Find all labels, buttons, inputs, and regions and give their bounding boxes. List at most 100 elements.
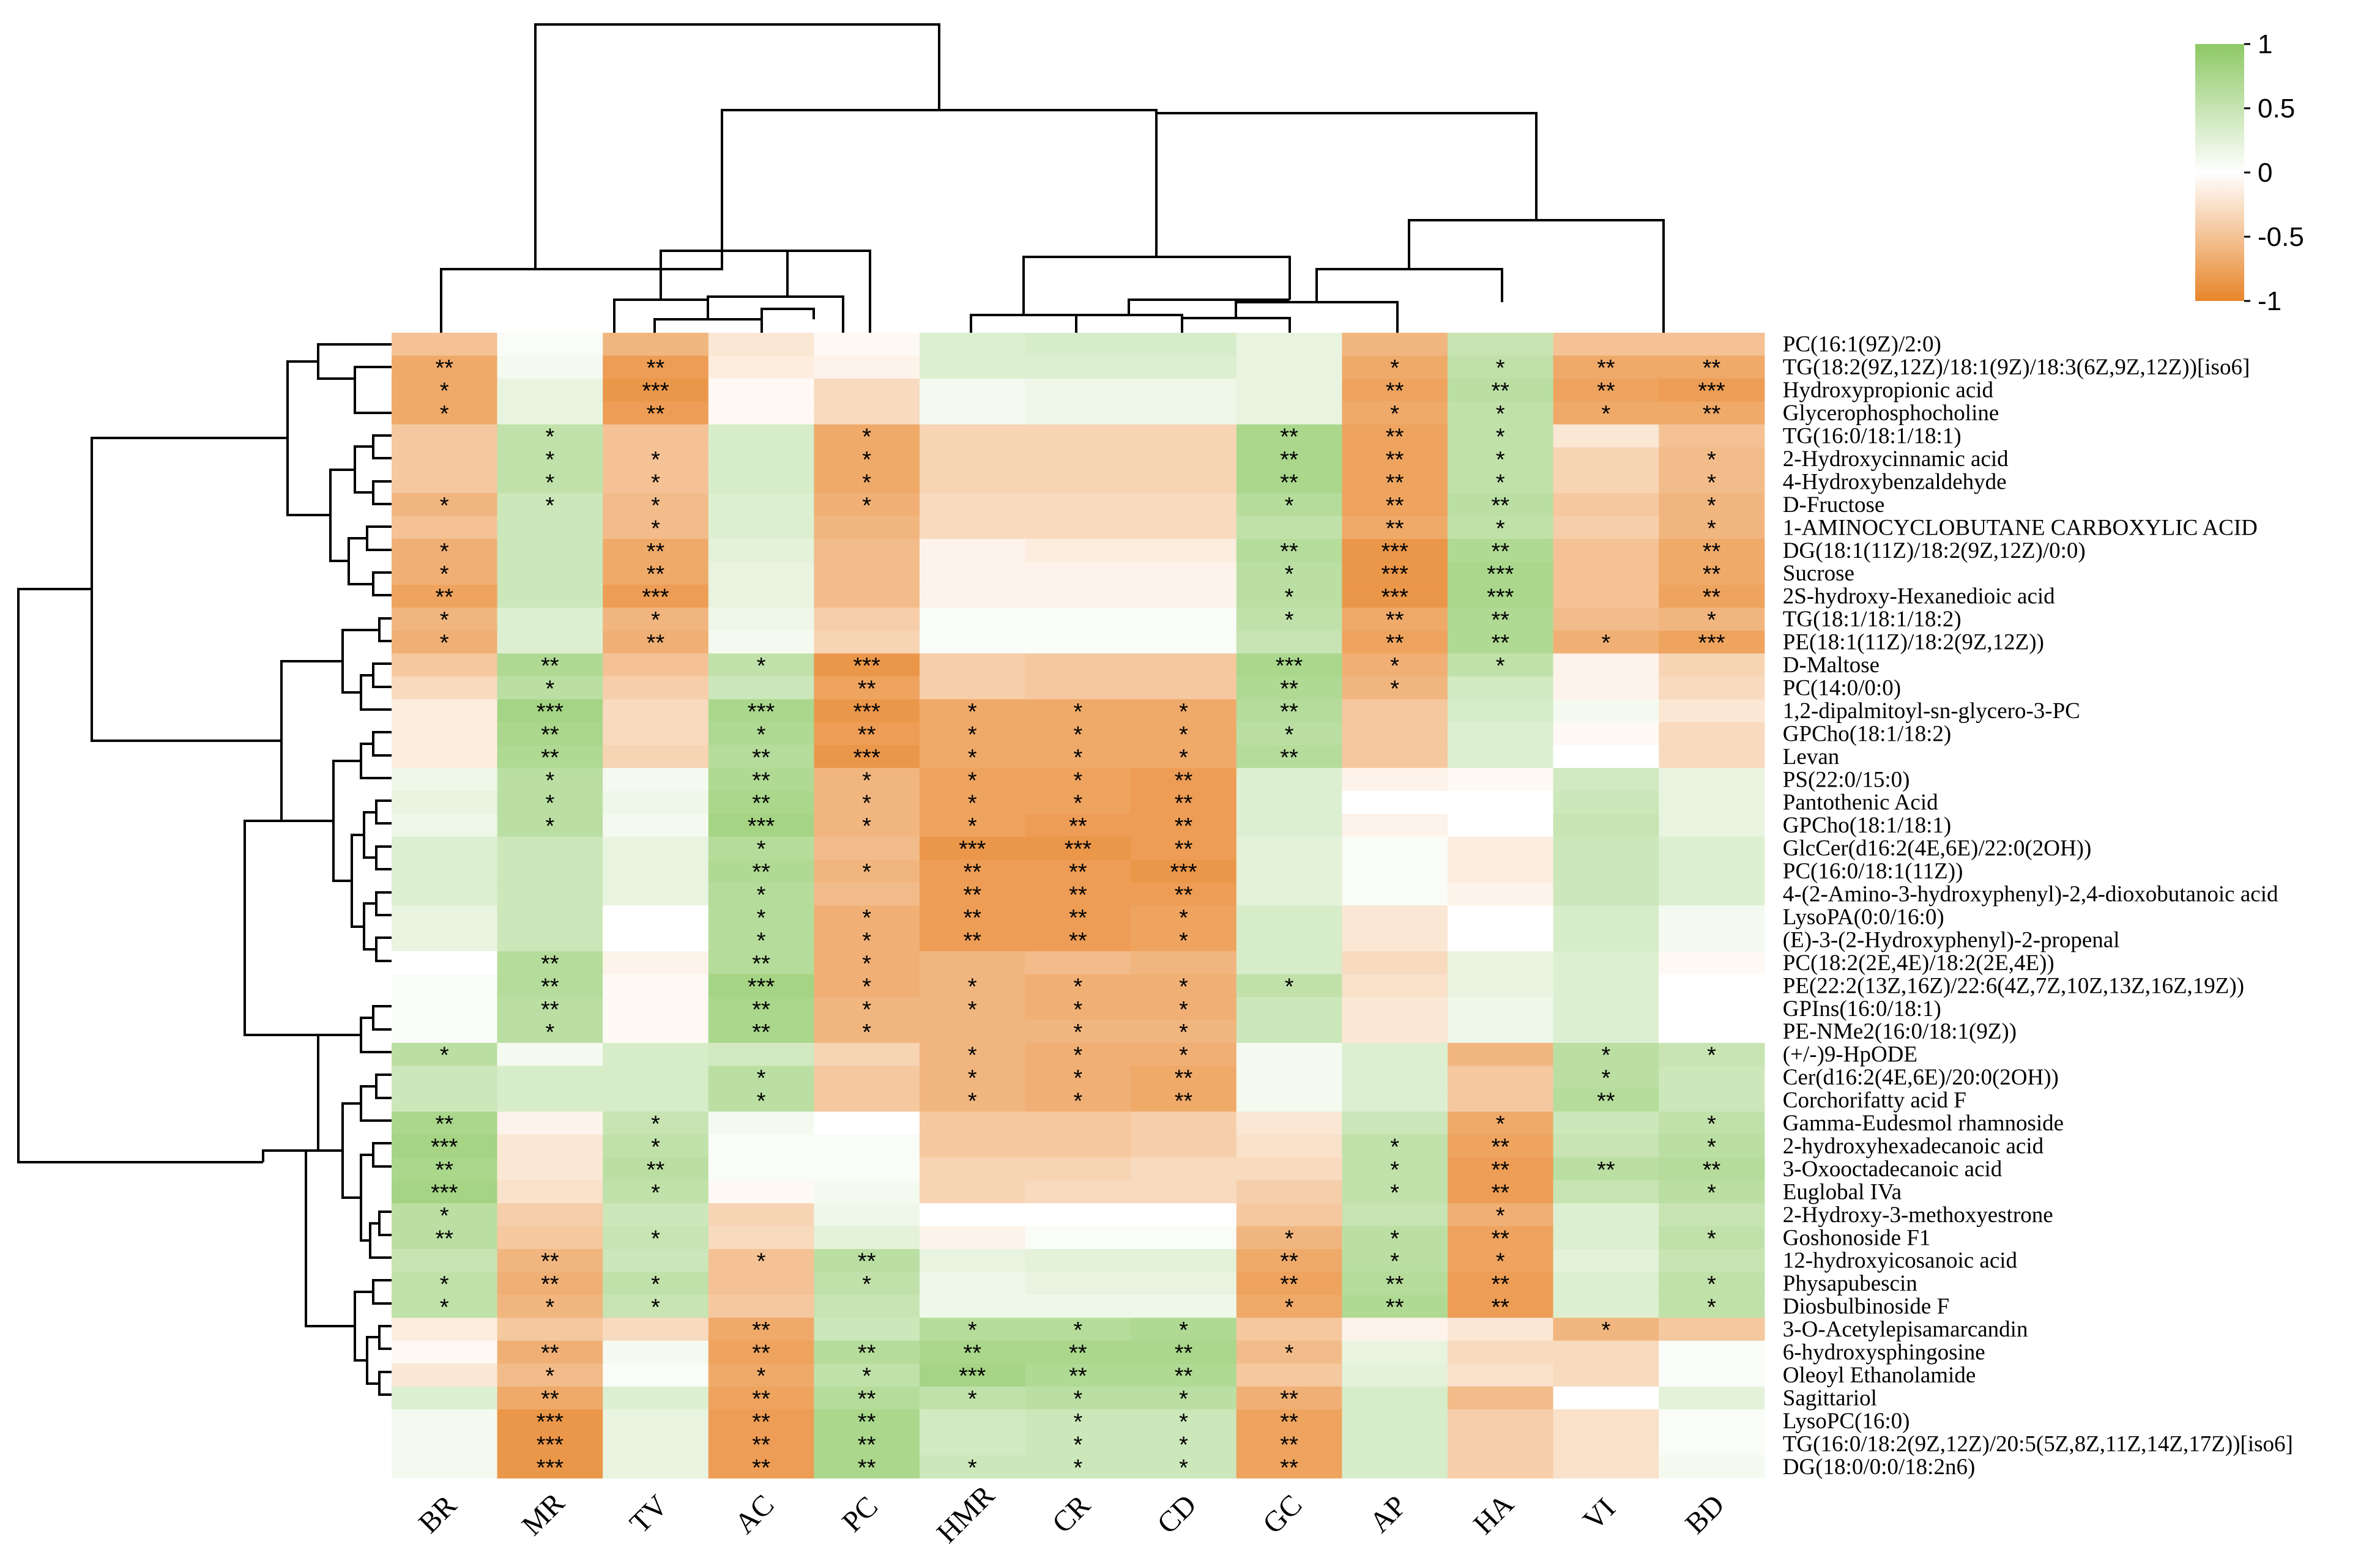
heatmap-cell xyxy=(1342,997,1448,1021)
significance-mark: ** xyxy=(1386,470,1404,495)
significance-mark: ** xyxy=(1492,1272,1510,1297)
heatmap-cell xyxy=(1659,333,1765,357)
heatmap-cell xyxy=(1025,333,1131,357)
heatmap-cell xyxy=(920,1042,1026,1066)
significance-mark: * xyxy=(1390,1134,1399,1160)
heatmap-cell xyxy=(1131,836,1237,860)
significance-mark: * xyxy=(440,539,449,565)
significance-mark: * xyxy=(1602,1066,1611,1091)
heatmap-cell xyxy=(920,1020,1026,1044)
heatmap-cell xyxy=(1659,1020,1765,1044)
heatmap-cell xyxy=(708,424,814,448)
significance-mark: * xyxy=(1285,1295,1294,1321)
heatmap-cell xyxy=(1131,1066,1237,1089)
significance-mark: ** xyxy=(647,539,665,565)
heatmap-cell xyxy=(1553,699,1659,723)
legend-tick-label: -0.5 xyxy=(2258,222,2304,252)
significance-mark: * xyxy=(651,1111,660,1137)
heatmap-cell xyxy=(814,836,920,860)
heatmap-cell xyxy=(1659,1409,1765,1433)
heatmap-cell xyxy=(708,470,814,494)
column-label: TV xyxy=(623,1489,674,1540)
heatmap-cell xyxy=(1448,974,1554,998)
heatmap-cell xyxy=(1236,470,1342,494)
heatmap-cell xyxy=(1131,1249,1237,1273)
heatmap-cell xyxy=(603,401,709,425)
heatmap-cell xyxy=(1448,1203,1554,1227)
heatmap-cell xyxy=(603,516,709,539)
heatmap-cell xyxy=(708,1020,814,1044)
heatmap-cell xyxy=(1659,836,1765,860)
significance-mark: ** xyxy=(541,1341,559,1366)
heatmap-cell xyxy=(708,859,814,883)
significance-mark: *** xyxy=(642,379,669,404)
heatmap-cell xyxy=(1131,745,1237,769)
row-label: PS(22:0/15:0) xyxy=(1783,767,1910,792)
heatmap-cell xyxy=(1553,584,1659,608)
heatmap-cell xyxy=(1553,1409,1659,1433)
significance-mark: ** xyxy=(1492,379,1510,404)
heatmap-cell xyxy=(497,1272,603,1296)
heatmap-cell xyxy=(497,1134,603,1158)
significance-mark: * xyxy=(440,631,449,656)
significance-mark: *** xyxy=(748,974,775,999)
significance-mark: * xyxy=(757,905,766,931)
heatmap-cell xyxy=(1025,1180,1131,1204)
heatmap-cell xyxy=(497,516,603,539)
heatmap-cell xyxy=(392,974,498,998)
heatmap-cell xyxy=(1659,653,1765,677)
heatmap-cell xyxy=(497,745,603,769)
heatmap-cell xyxy=(1659,584,1765,608)
row-label: Gamma-Eudesmol rhamnoside xyxy=(1783,1111,2064,1136)
significance-mark: * xyxy=(862,1363,871,1389)
heatmap-cell xyxy=(603,1042,709,1066)
significance-mark: *** xyxy=(853,653,881,679)
significance-mark: * xyxy=(862,425,871,450)
heatmap-cell xyxy=(392,745,498,769)
heatmap-cell xyxy=(1236,653,1342,677)
heatmap-cell xyxy=(1236,630,1342,654)
heatmap-cell xyxy=(1342,562,1448,585)
heatmap-cell xyxy=(920,1088,1026,1112)
significance-mark: * xyxy=(1074,1020,1083,1045)
heatmap-cell xyxy=(1236,333,1342,357)
heatmap-cell xyxy=(1236,1042,1342,1066)
heatmap-cell xyxy=(1553,951,1659,975)
heatmap-cell xyxy=(1448,1294,1554,1318)
significance-mark: * xyxy=(1390,401,1399,427)
significance-mark: ** xyxy=(1492,493,1510,519)
significance-mark: * xyxy=(546,768,555,793)
row-label: GPIns(16:0/18:1) xyxy=(1783,996,1941,1022)
heatmap-cell xyxy=(1659,1226,1765,1250)
heatmap-cell xyxy=(814,447,920,471)
significance-mark: * xyxy=(862,791,871,817)
row-label: TG(18:1/18:1/18:2) xyxy=(1783,607,1962,632)
row-label: (+/-)9-HpODE xyxy=(1783,1042,1917,1067)
heatmap-cell xyxy=(1131,1363,1237,1387)
significance-mark: ** xyxy=(1597,1157,1615,1183)
heatmap-cell xyxy=(1131,653,1237,677)
heatmap-cell xyxy=(1659,562,1765,585)
row-label: Diosbulbinoside F xyxy=(1783,1294,1949,1319)
heatmap-cell xyxy=(814,355,920,379)
heatmap-cell xyxy=(920,951,1026,975)
significance-mark: * xyxy=(1074,1089,1083,1114)
heatmap-cell xyxy=(1025,1042,1131,1066)
significance-mark: * xyxy=(968,1455,977,1481)
legend-tick-label: 1 xyxy=(2258,29,2272,59)
significance-mark: * xyxy=(1179,699,1188,725)
significance-mark: * xyxy=(1707,516,1716,541)
significance-mark: ** xyxy=(1280,699,1298,725)
heatmap-cell xyxy=(1553,539,1659,563)
row-label: Cer(d16:2(4E,6E)/20:0(2OH)) xyxy=(1783,1065,2059,1090)
significance-mark: ** xyxy=(436,1157,454,1183)
heatmap-cell xyxy=(1342,1203,1448,1227)
heatmap-cell xyxy=(497,584,603,608)
heatmap-cell xyxy=(1659,1180,1765,1204)
significance-mark: * xyxy=(1390,653,1399,679)
heatmap-cell xyxy=(1342,1455,1448,1479)
heatmap-cell xyxy=(1025,836,1131,860)
heatmap-cell xyxy=(1131,974,1237,998)
significance-mark: * xyxy=(1179,1020,1188,1045)
heatmap-cell xyxy=(1659,905,1765,929)
